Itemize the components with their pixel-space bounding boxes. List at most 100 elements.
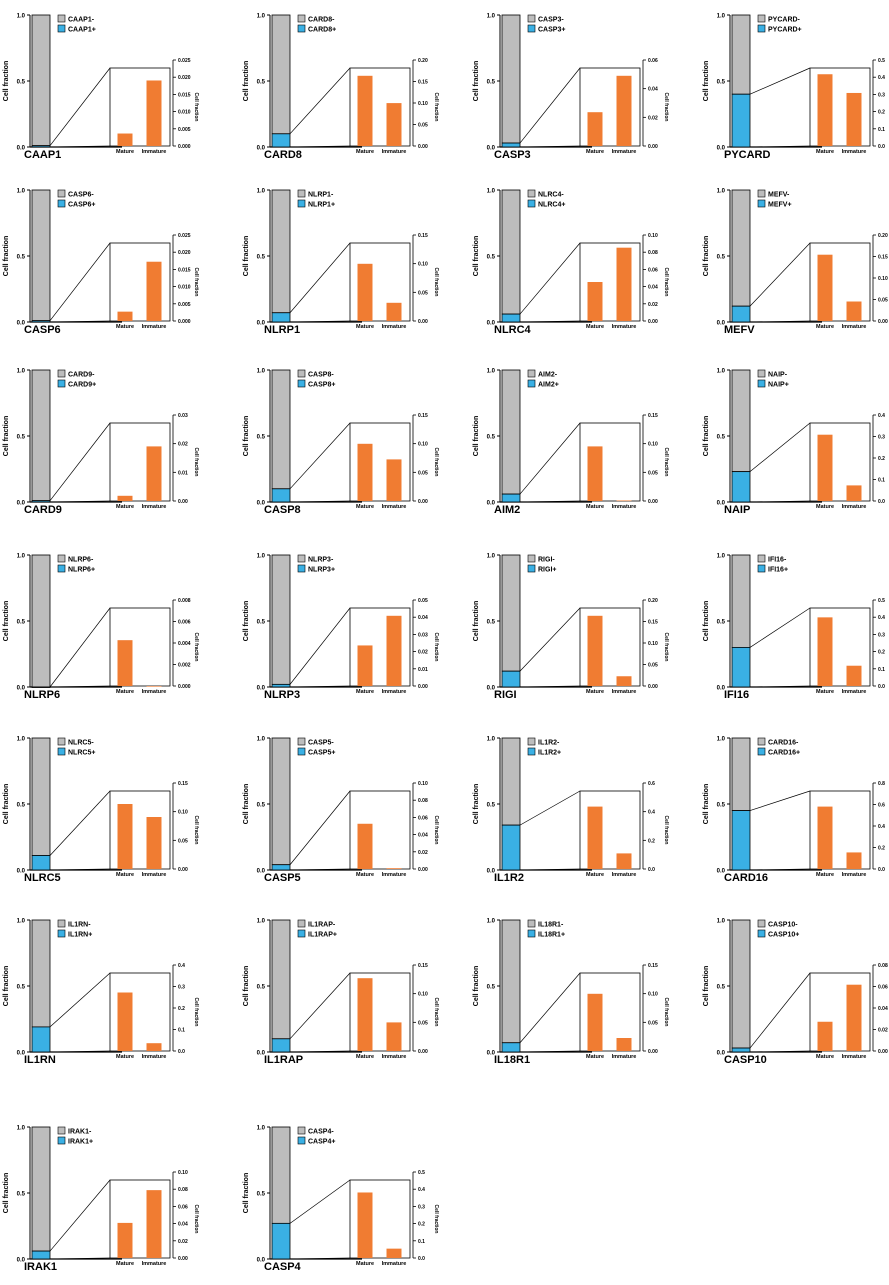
inset-y-tick-label: 0.0 — [648, 867, 655, 873]
inset-frame — [579, 422, 641, 502]
bar-negative — [31, 1126, 51, 1252]
y-axis-label: Cell fraction — [473, 966, 480, 1006]
zoom-line — [519, 145, 581, 148]
panel-rigi: Cell fraction 0.0 0.5 1.0 RIGI RIGI- RIGI+ Matu… — [473, 554, 669, 702]
legend-swatch — [297, 24, 306, 33]
inset-y-tick-label: 0.00 — [418, 684, 428, 690]
gene-label: CASP4 — [264, 1261, 302, 1273]
inset-y-tick-label: 0.05 — [418, 470, 428, 476]
inset-y-tick-label: 0.00 — [418, 499, 428, 505]
inset-bar-immature — [616, 853, 632, 869]
legend-swatch — [57, 14, 66, 23]
inset-bar-immature — [616, 75, 632, 146]
inset-frame — [109, 972, 171, 1052]
bar-negative — [731, 369, 751, 473]
inset-y-axis-label: Cell fraction — [433, 93, 439, 122]
inset-bar-mature — [357, 75, 373, 146]
zoom-line — [289, 1050, 351, 1053]
y-tick-label: 0.0 — [487, 501, 496, 507]
inset-x-tick-label: Mature — [816, 872, 834, 878]
inset-y-axis-label: Cell fraction — [433, 1205, 439, 1234]
y-tick-label: 0.5 — [257, 803, 266, 809]
inset-y-tick-label: 0.02 — [648, 302, 658, 308]
inset-x-tick-label: Mature — [356, 1261, 374, 1267]
zoom-line — [749, 500, 811, 503]
inset-x-tick-label: Mature — [816, 504, 834, 510]
inset-y-tick-label: 0.00 — [418, 1049, 428, 1055]
inset-bar-immature — [616, 676, 632, 686]
inset-x-tick-label: Immature — [842, 324, 867, 330]
gene-label: CASP10 — [724, 1054, 767, 1066]
panel-nlrp6: Cell fraction 0.0 0.5 1.0 NLRP6 NLRP6- NLRP6+ M… — [3, 554, 199, 702]
legend-label: CASP6+ — [68, 202, 95, 209]
y-tick-label: 0.0 — [257, 686, 266, 692]
y-axis-label: Cell fraction — [3, 601, 10, 641]
zoom-line — [749, 868, 811, 871]
inset-y-tick-label: 0.5 — [878, 58, 885, 64]
bar-positive — [31, 500, 51, 503]
inset-y-tick-label: 0.03 — [418, 632, 428, 638]
inset-bar-immature — [386, 103, 402, 146]
y-tick-label: 0.5 — [257, 435, 266, 441]
legend-swatch — [297, 919, 306, 928]
inset-frame — [579, 790, 641, 870]
legend-label: IRAK1- — [68, 1129, 92, 1136]
inset-y-tick-label: 0.02 — [178, 1239, 188, 1245]
zoom-line — [49, 1179, 111, 1252]
inset-bar-immature — [386, 615, 402, 686]
zoom-line — [519, 422, 581, 495]
legend-label: IL18R1- — [538, 922, 564, 929]
legend-swatch — [757, 747, 766, 756]
gene-label: NLRC5 — [24, 872, 61, 884]
inset-y-tick-label: 0.00 — [878, 1049, 888, 1055]
legend-label: CARD9+ — [68, 382, 96, 389]
inset-frame — [109, 790, 171, 870]
y-tick-label: 0.5 — [257, 1192, 266, 1198]
inset-y-tick-label: 0.05 — [418, 598, 428, 604]
inset-x-tick-label: Immature — [382, 504, 407, 510]
panel-casp3: Cell fraction 0.0 0.5 1.0 CASP3 CASP3- CASP3+ M… — [473, 14, 669, 162]
legend-swatch — [297, 1126, 306, 1135]
inset-y-tick-label: 0.6 — [878, 803, 885, 809]
inset-y-tick-label: 0.00 — [418, 319, 428, 325]
inset-y-tick-label: 0.04 — [418, 833, 428, 839]
bar-negative — [271, 554, 291, 685]
inset-bar-mature — [357, 263, 373, 321]
y-tick-label: 0.0 — [487, 686, 496, 692]
legend-swatch — [297, 379, 306, 388]
y-axis-label: Cell fraction — [703, 416, 710, 456]
legend-label: NAIP+ — [768, 382, 789, 389]
inset-y-tick-label: 0.00 — [648, 319, 658, 325]
y-tick-label: 0.0 — [257, 146, 266, 152]
inset-y-tick-label: 0.0 — [418, 1256, 425, 1262]
gene-label: AIM2 — [494, 504, 520, 516]
inset-x-tick-label: Immature — [612, 689, 637, 695]
inset-x-tick-label: Mature — [356, 504, 374, 510]
inset-y-tick-label: 0.0 — [178, 1049, 185, 1055]
panel-caap1: Cell fraction 0.0 0.5 1.0 CAAP1 CAAP1- CAAP1+ M… — [3, 14, 199, 162]
inset-y-tick-label: 0.10 — [418, 781, 428, 787]
inset-y-tick-label: 0.2 — [178, 1006, 185, 1012]
y-tick-label: 0.5 — [717, 80, 726, 86]
y-axis-label: Cell fraction — [703, 236, 710, 276]
inset-bar-immature — [616, 247, 632, 321]
inset-frame — [349, 242, 411, 322]
inset-bar-mature — [817, 254, 833, 321]
inset-frame — [579, 242, 641, 322]
y-tick-label: 0.5 — [17, 985, 26, 991]
inset-y-tick-label: 0.15 — [418, 963, 428, 969]
bar-negative — [271, 737, 291, 866]
inset-y-axis-label: Cell fraction — [663, 633, 669, 662]
legend-swatch — [757, 919, 766, 928]
gene-label: IL1RAP — [264, 1054, 303, 1066]
legend-label: CASP10- — [768, 922, 798, 929]
inset-y-axis-label: Cell fraction — [193, 93, 199, 122]
inset-y-axis-label: Cell fraction — [663, 816, 669, 845]
zoom-line — [289, 685, 351, 688]
inset-bar-mature — [817, 434, 833, 501]
y-tick-label: 0.0 — [17, 501, 26, 507]
inset-frame — [809, 67, 871, 147]
zoom-line — [289, 1257, 351, 1260]
gene-label: IL18R1 — [494, 1054, 530, 1066]
inset-y-tick-label: 0.015 — [178, 92, 191, 98]
